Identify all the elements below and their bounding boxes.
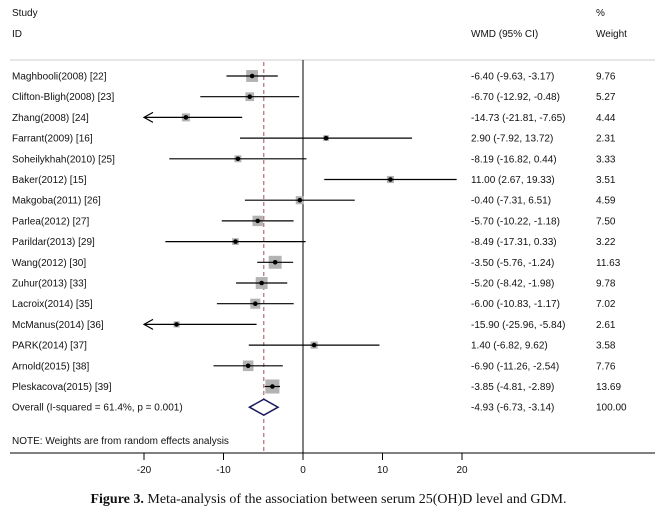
point-estimate bbox=[323, 135, 329, 141]
weight-text: 4.59 bbox=[596, 196, 616, 207]
forest-plot: Study ID WMD (95% CI)% Weight Maghbooli(2008… bbox=[10, 8, 655, 476]
effect-text: -6.00 (-10.83, -1.17) bbox=[471, 299, 560, 310]
weight-text: 2.31 bbox=[596, 134, 616, 145]
effect-text: -5.20 (-8.42, -1.98) bbox=[471, 279, 554, 290]
overall-label: Overall (I-squared = 61.4%, p = 0.001) bbox=[12, 403, 183, 414]
weight-text: 3.58 bbox=[596, 341, 616, 352]
weight-text: 11.63 bbox=[596, 258, 621, 269]
effect-text: -8.49 (-17.31, 0.33) bbox=[471, 237, 557, 248]
effect-text: -6.40 (-9.63, -3.17) bbox=[471, 72, 554, 83]
x-tick-label: -10 bbox=[216, 465, 231, 476]
study-label: Zhang(2008) [24] bbox=[12, 113, 89, 124]
x-tick-label: -20 bbox=[137, 465, 152, 476]
study-label: Parildar(2013) [29] bbox=[12, 237, 95, 248]
ci-arrow-left bbox=[142, 111, 154, 123]
weight-text: 3.33 bbox=[596, 154, 616, 165]
point-estimate bbox=[255, 218, 260, 224]
weight-text: 13.69 bbox=[596, 382, 621, 393]
point-estimate bbox=[245, 363, 251, 369]
point-estimate bbox=[249, 73, 255, 79]
header-study: Study bbox=[12, 8, 38, 19]
point-estimate bbox=[233, 239, 238, 244]
effect-text: -5.70 (-10.22, -1.18) bbox=[471, 216, 560, 227]
x-tick-label: 0 bbox=[300, 465, 306, 476]
point-estimate bbox=[311, 342, 317, 348]
overall-weight-text: 100.00 bbox=[596, 403, 627, 414]
x-tick-label: 20 bbox=[456, 465, 468, 476]
study-label: Farrant(2009) [16] bbox=[12, 134, 93, 145]
point-estimate bbox=[270, 384, 275, 389]
point-estimate bbox=[259, 280, 264, 286]
effect-text: 1.40 (-6.82, 9.62) bbox=[471, 341, 548, 352]
weight-text: 5.27 bbox=[596, 92, 616, 103]
weight-text: 4.44 bbox=[596, 113, 616, 124]
weight-text: 7.76 bbox=[596, 361, 616, 372]
study-label: PARK(2014) [37] bbox=[12, 341, 87, 352]
weight-text: 3.22 bbox=[596, 237, 616, 248]
weight-text: 7.02 bbox=[596, 299, 616, 310]
overall-diamond bbox=[247, 398, 280, 417]
study-label: Zuhur(2013) [33] bbox=[12, 279, 87, 290]
figure-caption: Figure 3. Meta-analysis of the associati… bbox=[0, 492, 657, 508]
weight-text: 2.61 bbox=[596, 320, 616, 331]
point-estimate bbox=[247, 94, 253, 99]
header-weight: Weight bbox=[596, 29, 627, 40]
study-label: Clifton-Bligh(2008) [23] bbox=[12, 92, 114, 103]
effect-text: -8.19 (-16.82, 0.44) bbox=[471, 154, 557, 165]
header-effect: WMD (95% CI) bbox=[471, 29, 538, 40]
effect-text: -6.70 (-12.92, -0.48) bbox=[471, 92, 560, 103]
point-estimate bbox=[272, 260, 278, 265]
study-label: Baker(2012) [15] bbox=[12, 175, 87, 186]
weight-text: 7.50 bbox=[596, 216, 616, 227]
overall-effect-text: -4.93 (-6.73, -3.14) bbox=[471, 403, 554, 414]
effect-text: -14.73 (-21.81, -7.65) bbox=[471, 113, 566, 124]
point-estimate bbox=[388, 177, 393, 182]
effect-text: -0.40 (-7.31, 6.51) bbox=[471, 196, 551, 207]
study-label: Parlea(2012) [27] bbox=[12, 216, 89, 227]
note-text: NOTE: Weights are from random effects an… bbox=[12, 436, 229, 447]
study-label: Pleskacova(2015) [39] bbox=[12, 382, 112, 393]
study-label: Wang(2012) [30] bbox=[12, 258, 86, 269]
effect-text: -15.90 (-25.96, -5.84) bbox=[471, 320, 566, 331]
header-weight-percent: % bbox=[596, 8, 605, 19]
effect-text: -3.50 (-5.76, -1.24) bbox=[471, 258, 554, 269]
x-tick-label: 10 bbox=[377, 465, 389, 476]
effect-text: 2.90 (-7.92, 13.72) bbox=[471, 134, 553, 145]
point-estimate bbox=[235, 156, 241, 162]
study-label: Maghbooli(2008) [22] bbox=[12, 72, 107, 83]
ci-arrow-left bbox=[142, 318, 154, 330]
point-estimate bbox=[174, 322, 179, 327]
study-label: Soheilykhah(2010) [25] bbox=[12, 154, 115, 165]
point-estimate bbox=[253, 301, 258, 307]
point-estimate bbox=[183, 115, 189, 120]
study-label: Lacroix(2014) [35] bbox=[12, 299, 93, 310]
header-id: ID bbox=[12, 29, 22, 40]
weight-text: 9.76 bbox=[596, 72, 616, 83]
study-label: Arnold(2015) [38] bbox=[12, 361, 89, 372]
point-estimate bbox=[297, 197, 303, 203]
caption-label: Figure 3. bbox=[90, 492, 144, 507]
weight-text: 3.51 bbox=[596, 175, 616, 186]
effect-text: 11.00 (2.67, 19.33) bbox=[471, 175, 555, 186]
weight-text: 9.78 bbox=[596, 279, 616, 290]
study-label: McManus(2014) [36] bbox=[12, 320, 104, 331]
effect-text: -3.85 (-4.81, -2.89) bbox=[471, 382, 554, 393]
study-label: Makgoba(2011) [26] bbox=[12, 196, 101, 207]
effect-text: -6.90 (-11.26, -2.54) bbox=[471, 361, 559, 372]
caption-text: Meta-analysis of the association between… bbox=[143, 492, 567, 507]
